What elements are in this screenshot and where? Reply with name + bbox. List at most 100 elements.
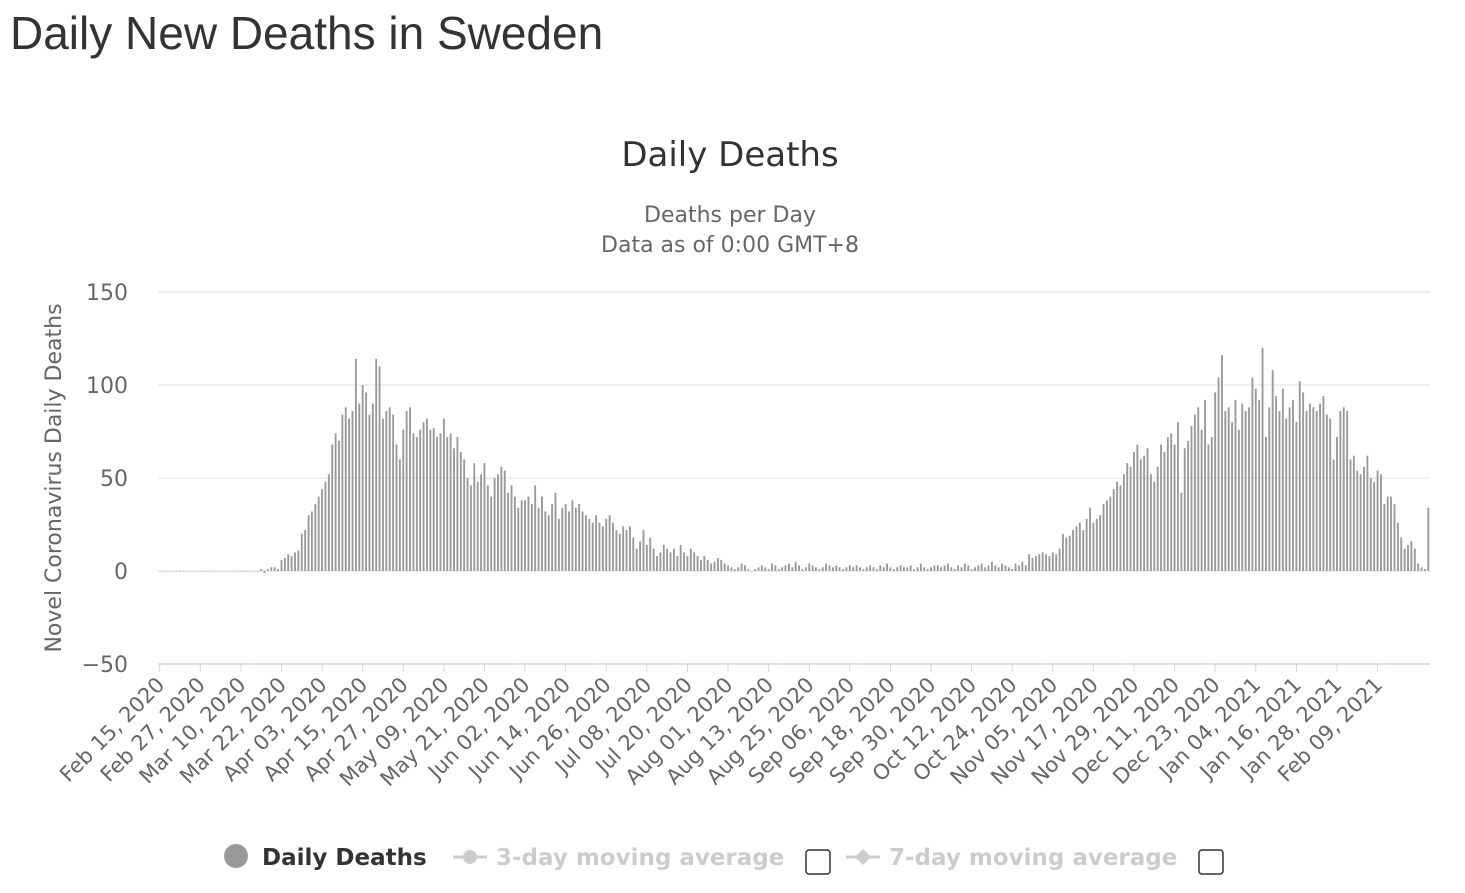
legend-checkbox-3-day-average[interactable] (805, 849, 831, 875)
bar[interactable] (331, 444, 334, 571)
bar[interactable] (791, 567, 794, 571)
bar[interactable] (679, 544, 682, 571)
bar[interactable] (503, 470, 506, 571)
bar[interactable] (1237, 429, 1240, 571)
bar[interactable] (1285, 418, 1288, 571)
bar[interactable] (564, 504, 567, 571)
bar[interactable] (1403, 548, 1406, 571)
bar[interactable] (781, 567, 784, 571)
bar[interactable] (229, 571, 232, 572)
bar[interactable] (321, 489, 323, 571)
bar[interactable] (909, 565, 912, 571)
bar[interactable] (733, 569, 736, 571)
bar[interactable] (706, 559, 709, 571)
bar[interactable] (608, 515, 611, 571)
bar[interactable] (571, 500, 574, 571)
bar[interactable] (1369, 478, 1372, 571)
bar[interactable] (256, 571, 259, 572)
bar[interactable] (561, 507, 564, 571)
bar[interactable] (1055, 554, 1058, 571)
bar[interactable] (162, 571, 164, 572)
bar[interactable] (625, 530, 628, 571)
bar[interactable] (676, 556, 679, 571)
bar[interactable] (865, 567, 868, 571)
bar[interactable] (1400, 537, 1403, 571)
bar[interactable] (1380, 474, 1382, 571)
bar[interactable] (1420, 567, 1423, 571)
bar[interactable] (1018, 565, 1020, 571)
bar[interactable] (578, 504, 581, 571)
bar[interactable] (591, 522, 594, 571)
bar[interactable] (818, 569, 821, 571)
bar[interactable] (652, 548, 655, 571)
bar[interactable] (601, 526, 604, 571)
bar[interactable] (327, 474, 330, 571)
bar[interactable] (283, 557, 286, 571)
bar[interactable] (311, 511, 313, 571)
bar[interactable] (815, 567, 817, 571)
bar[interactable] (727, 565, 729, 571)
bar[interactable] (432, 427, 435, 571)
bar[interactable] (825, 563, 828, 571)
bar[interactable] (821, 567, 824, 571)
bar[interactable] (716, 557, 719, 571)
bar[interactable] (497, 474, 499, 571)
legend-item-daily-deaths[interactable]: Daily Deaths (224, 844, 427, 871)
bar[interactable] (453, 448, 455, 571)
bar[interactable] (527, 496, 530, 571)
bar[interactable] (554, 492, 557, 571)
bar[interactable] (422, 422, 425, 571)
bar[interactable] (368, 414, 371, 571)
bar[interactable] (341, 414, 344, 571)
bar[interactable] (1363, 466, 1365, 571)
bar[interactable] (1258, 399, 1261, 571)
bar[interactable] (919, 563, 922, 571)
bar[interactable] (1305, 411, 1308, 571)
bar[interactable] (1319, 403, 1321, 571)
bar[interactable] (930, 567, 932, 571)
bar[interactable] (1200, 429, 1203, 571)
bar[interactable] (622, 526, 625, 571)
bar[interactable] (277, 569, 280, 571)
bar[interactable] (859, 567, 861, 571)
bar[interactable] (1156, 466, 1159, 571)
bar[interactable] (1281, 388, 1284, 571)
bar[interactable] (1214, 392, 1217, 571)
bar[interactable] (398, 459, 401, 571)
bar[interactable] (195, 571, 198, 572)
bar[interactable] (1417, 563, 1420, 571)
bar[interactable] (1278, 411, 1281, 571)
bar[interactable] (1072, 530, 1075, 571)
bar[interactable] (1170, 433, 1173, 571)
bar[interactable] (260, 569, 263, 571)
bar[interactable] (405, 411, 408, 571)
bar[interactable] (831, 567, 834, 571)
bar[interactable] (913, 569, 916, 571)
bar[interactable] (957, 565, 959, 571)
bar[interactable] (192, 571, 195, 572)
legend-item-7-day-average[interactable]: 7-day moving average (846, 845, 1177, 871)
bar[interactable] (300, 533, 303, 571)
bar[interactable] (267, 569, 269, 571)
bar[interactable] (953, 569, 956, 571)
bar[interactable] (970, 569, 973, 571)
bar[interactable] (375, 358, 378, 571)
bar[interactable] (442, 418, 445, 571)
bar[interactable] (933, 565, 936, 571)
bar[interactable] (629, 526, 631, 571)
bar[interactable] (683, 552, 685, 571)
bar[interactable] (1325, 414, 1328, 571)
bar[interactable] (855, 565, 858, 571)
bar[interactable] (977, 565, 980, 571)
bar[interactable] (666, 548, 669, 571)
bar[interactable] (1410, 541, 1413, 571)
bar[interactable] (720, 559, 723, 571)
bar[interactable] (1095, 518, 1098, 571)
bar[interactable] (212, 571, 215, 572)
bar[interactable] (1112, 489, 1115, 571)
bar[interactable] (1308, 403, 1311, 571)
bar[interactable] (669, 552, 672, 571)
bar[interactable] (179, 571, 181, 572)
bar[interactable] (574, 507, 577, 571)
bar[interactable] (767, 569, 770, 571)
